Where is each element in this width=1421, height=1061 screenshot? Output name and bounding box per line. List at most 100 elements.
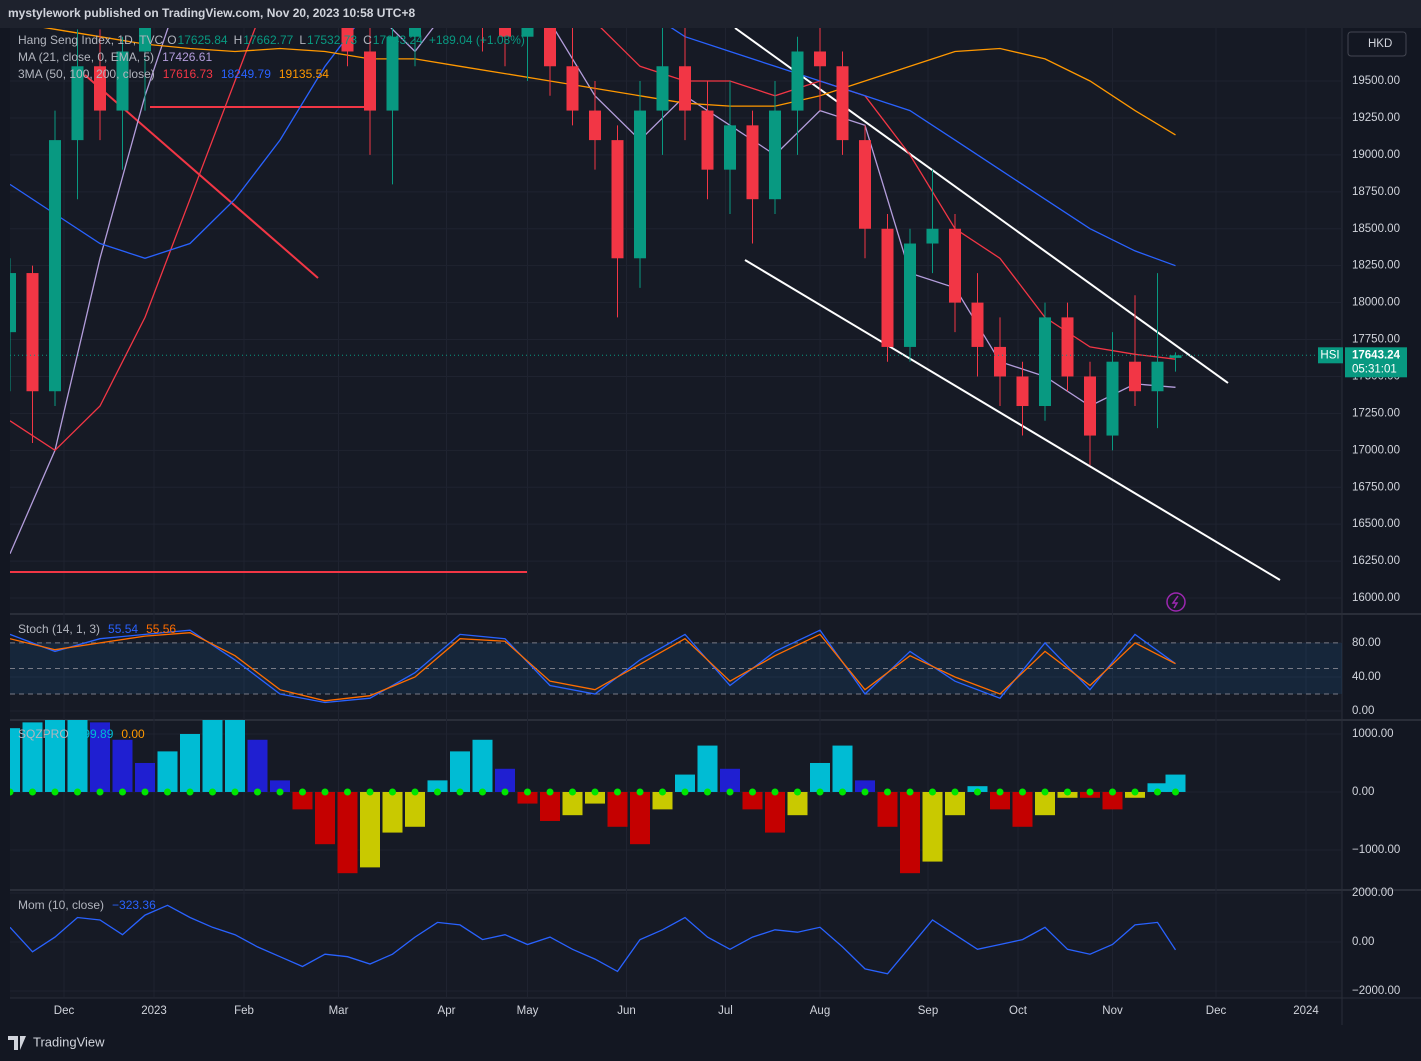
x-tick-label: Sep <box>918 1005 938 1017</box>
y-tick-label: 18500.00 <box>1352 223 1400 235</box>
histogram-bar <box>697 745 718 792</box>
histogram-bar <box>450 751 470 792</box>
histogram-bar <box>562 791 583 816</box>
squeeze-dot <box>1019 788 1026 796</box>
candle-body <box>71 66 84 141</box>
candle-body <box>994 346 1006 377</box>
histogram-bar <box>652 791 673 810</box>
squeeze-dot <box>164 788 171 796</box>
y-tick-label: 19250.00 <box>1352 112 1400 124</box>
currency-box[interactable] <box>1347 31 1407 57</box>
x-tick-label: May <box>517 1005 539 1017</box>
candle-body <box>139 28 151 52</box>
squeeze-dot <box>29 788 36 796</box>
histogram-bar <box>540 791 560 821</box>
x-tick-label: 2024 <box>1293 1005 1319 1017</box>
legend-text: Mom (10, close) <box>18 898 104 912</box>
legend-text: 3MA (50, 100, 200, close) <box>18 67 155 81</box>
channel-line <box>744 259 1281 581</box>
published-note: mystylework published on TradingView.com… <box>8 6 415 20</box>
candle-body <box>1061 317 1074 377</box>
squeeze-dot <box>591 788 599 796</box>
legend-text: 17643.24 <box>373 33 423 47</box>
histogram-bar <box>427 780 448 792</box>
squeeze-dot <box>321 788 329 796</box>
candle-body <box>49 140 61 392</box>
histogram-bar <box>945 791 965 816</box>
candle-body <box>94 66 106 111</box>
histogram-bar <box>360 791 380 868</box>
alert-icon[interactable] <box>1166 592 1186 612</box>
legend-text: 17662.77 <box>243 33 293 47</box>
histogram-bar <box>787 791 808 816</box>
y-tick-label: 0.00 <box>1352 786 1374 798</box>
histogram-bar <box>630 791 650 845</box>
histogram-bar <box>22 722 43 792</box>
candle-body <box>409 28 421 37</box>
histogram-bar <box>810 762 830 792</box>
legend-text: 17426.61 <box>162 50 212 64</box>
squeeze-dot <box>951 788 959 796</box>
legend-text: MA (21, close, 0, EMA, 5) <box>18 50 154 64</box>
legend-text: H <box>234 33 243 47</box>
y-tick-label: −2000.00 <box>1352 985 1400 997</box>
squeeze-dot <box>839 788 846 796</box>
legend-text: 17625.84 <box>178 33 228 47</box>
squeeze-dot <box>1109 788 1116 796</box>
candle-body <box>10 273 16 333</box>
squeeze-dot <box>861 788 869 796</box>
y-tick-label: 18000.00 <box>1352 297 1400 309</box>
symbol-tag-label: HSI <box>1320 349 1339 361</box>
histogram-bar <box>225 720 245 792</box>
histogram-bar <box>405 791 425 827</box>
histogram-bar <box>10 728 20 792</box>
legend-text: 19135.54 <box>279 67 329 81</box>
histogram-bar <box>337 791 358 874</box>
overlay: Dec 2023 Feb Mar Apr May Jun Jul Aug Sep Oct Nov Dec… <box>18 33 1407 1017</box>
squeeze-dot <box>816 788 824 796</box>
histogram-bar <box>180 733 200 792</box>
squeeze-dot <box>119 788 126 796</box>
legend-text: L <box>299 33 306 47</box>
histogram-bar <box>675 774 695 792</box>
series-line <box>10 28 1176 452</box>
candle-body <box>521 28 534 37</box>
histogram-bar <box>517 791 538 804</box>
x-tick-label: Dec <box>54 1005 75 1017</box>
y-tick-label: 17250.00 <box>1352 407 1400 419</box>
squeeze-dot <box>681 788 689 796</box>
countdown-label: 05:31:01 <box>1352 363 1397 375</box>
squeeze-dot <box>884 788 891 796</box>
candle-body <box>116 51 129 111</box>
squeeze-dot <box>996 788 1004 796</box>
histogram-bar <box>1147 783 1168 792</box>
legend-text: 299.89 <box>77 727 114 741</box>
legend-text: 17532.73 <box>307 33 357 47</box>
histogram-bar <box>247 739 268 792</box>
y-tick-label: 2000.00 <box>1352 887 1394 899</box>
x-tick-label: Feb <box>234 1005 254 1017</box>
squeeze-dot <box>254 788 261 796</box>
squeeze-dot <box>726 788 734 796</box>
candle-body <box>971 302 984 347</box>
histogram-bar <box>855 780 875 792</box>
candle-body <box>1039 317 1051 407</box>
x-tick-label: Aug <box>810 1005 830 1017</box>
series-line <box>10 904 1177 975</box>
price-tag <box>1345 347 1407 378</box>
squeeze-dot <box>659 788 666 796</box>
squeeze-dot <box>366 788 374 796</box>
histogram-bar <box>157 751 178 792</box>
squeeze-dot <box>276 788 284 796</box>
x-tick-label: Jun <box>617 1005 636 1017</box>
stoch-pane <box>10 629 1342 704</box>
histogram-bar <box>832 745 853 792</box>
squeeze-dot <box>1131 788 1139 796</box>
x-tick-label: 2023 <box>141 1005 167 1017</box>
histogram-bar <box>90 722 110 792</box>
squeeze-dot <box>1154 788 1161 796</box>
histogram-bar <box>1102 791 1123 810</box>
legend-text: O <box>167 33 176 47</box>
candle-body <box>769 110 781 200</box>
